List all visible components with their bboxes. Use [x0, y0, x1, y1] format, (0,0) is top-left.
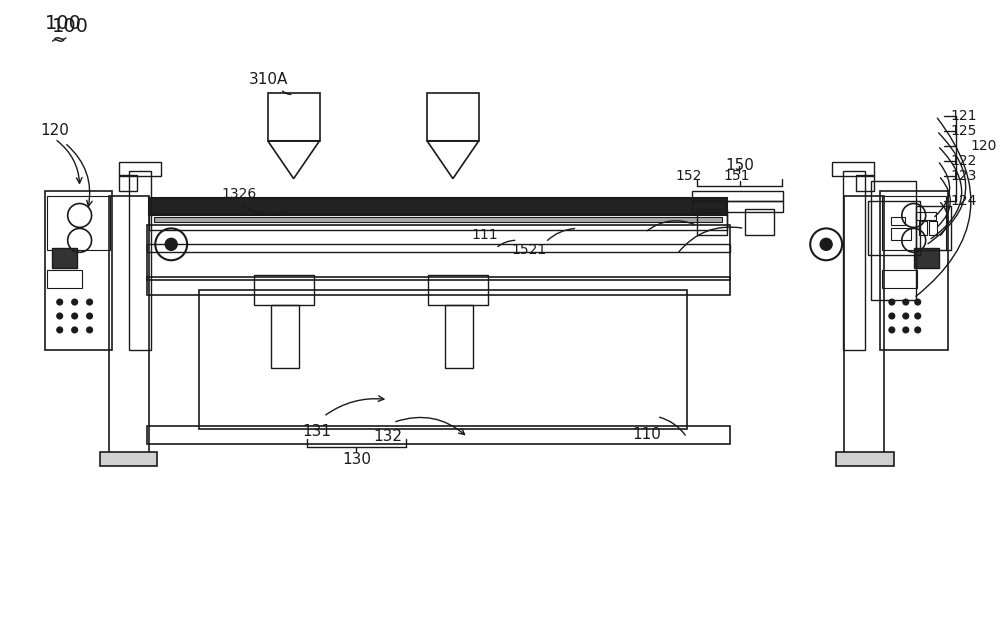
Text: 151: 151 [723, 169, 750, 183]
Circle shape [87, 327, 93, 333]
Circle shape [57, 313, 63, 319]
Bar [868, 200, 920, 255]
Circle shape [87, 313, 93, 319]
Bar [882, 195, 946, 250]
Bar [916, 212, 936, 220]
Text: 132: 132 [374, 429, 403, 444]
Bar [929, 221, 937, 236]
Circle shape [87, 299, 93, 305]
Bar [914, 248, 939, 268]
Bar [119, 175, 137, 191]
Bar [271, 305, 299, 368]
Text: 152: 152 [676, 169, 702, 183]
Bar [119, 162, 161, 176]
Circle shape [903, 299, 909, 305]
Bar [891, 217, 905, 226]
Circle shape [820, 238, 832, 250]
Circle shape [915, 327, 921, 333]
Bar [880, 191, 948, 350]
Bar [697, 210, 727, 236]
Bar [843, 171, 865, 350]
Bar [52, 248, 77, 268]
Bar [844, 195, 884, 454]
Text: 150: 150 [725, 158, 754, 173]
Circle shape [889, 299, 895, 305]
Bar [109, 195, 149, 454]
Bar [45, 191, 112, 350]
Bar [47, 195, 110, 250]
Text: 1326: 1326 [221, 186, 256, 200]
Bar [254, 275, 314, 305]
Bar [100, 452, 157, 466]
Bar [428, 275, 488, 305]
Bar [856, 175, 874, 191]
Text: 1521: 1521 [512, 243, 547, 257]
Bar [149, 214, 727, 231]
Bar [47, 270, 82, 288]
Bar [427, 93, 479, 141]
Bar [692, 191, 783, 200]
Circle shape [72, 299, 78, 305]
Bar [832, 162, 874, 176]
Text: 130: 130 [342, 452, 371, 467]
Bar [154, 217, 722, 222]
Bar [129, 171, 151, 350]
Text: ~: ~ [50, 32, 66, 51]
Bar [147, 277, 730, 295]
Text: 131: 131 [302, 424, 331, 439]
Circle shape [889, 327, 895, 333]
Bar [147, 226, 730, 280]
Text: 121: 121 [951, 109, 977, 123]
Bar [199, 290, 687, 430]
Text: 124: 124 [951, 193, 977, 207]
Bar [268, 93, 320, 141]
Text: 110: 110 [633, 427, 661, 442]
Circle shape [57, 327, 63, 333]
Bar [882, 270, 917, 288]
Bar [692, 200, 783, 212]
Text: 125: 125 [951, 124, 977, 138]
Text: 122: 122 [951, 154, 977, 168]
Bar [836, 452, 894, 466]
Bar [445, 305, 473, 368]
Bar [871, 181, 916, 300]
Bar [891, 229, 911, 241]
Text: 120: 120 [40, 123, 69, 139]
Bar [919, 221, 927, 236]
Circle shape [72, 313, 78, 319]
Circle shape [72, 327, 78, 333]
Text: 111: 111 [471, 228, 498, 243]
Circle shape [165, 238, 177, 250]
Text: 310A: 310A [249, 72, 288, 86]
Text: 123: 123 [951, 169, 977, 183]
Text: 100: 100 [45, 14, 82, 33]
Circle shape [903, 327, 909, 333]
Text: 120: 120 [970, 139, 997, 153]
Bar [745, 210, 774, 236]
Bar [147, 244, 730, 252]
Circle shape [889, 313, 895, 319]
Text: ~: ~ [52, 30, 68, 49]
Circle shape [57, 299, 63, 305]
Circle shape [915, 313, 921, 319]
Bar [916, 205, 951, 250]
Circle shape [915, 299, 921, 305]
Circle shape [903, 313, 909, 319]
Bar [149, 198, 727, 215]
Bar [147, 427, 730, 444]
Text: 100: 100 [52, 17, 89, 36]
